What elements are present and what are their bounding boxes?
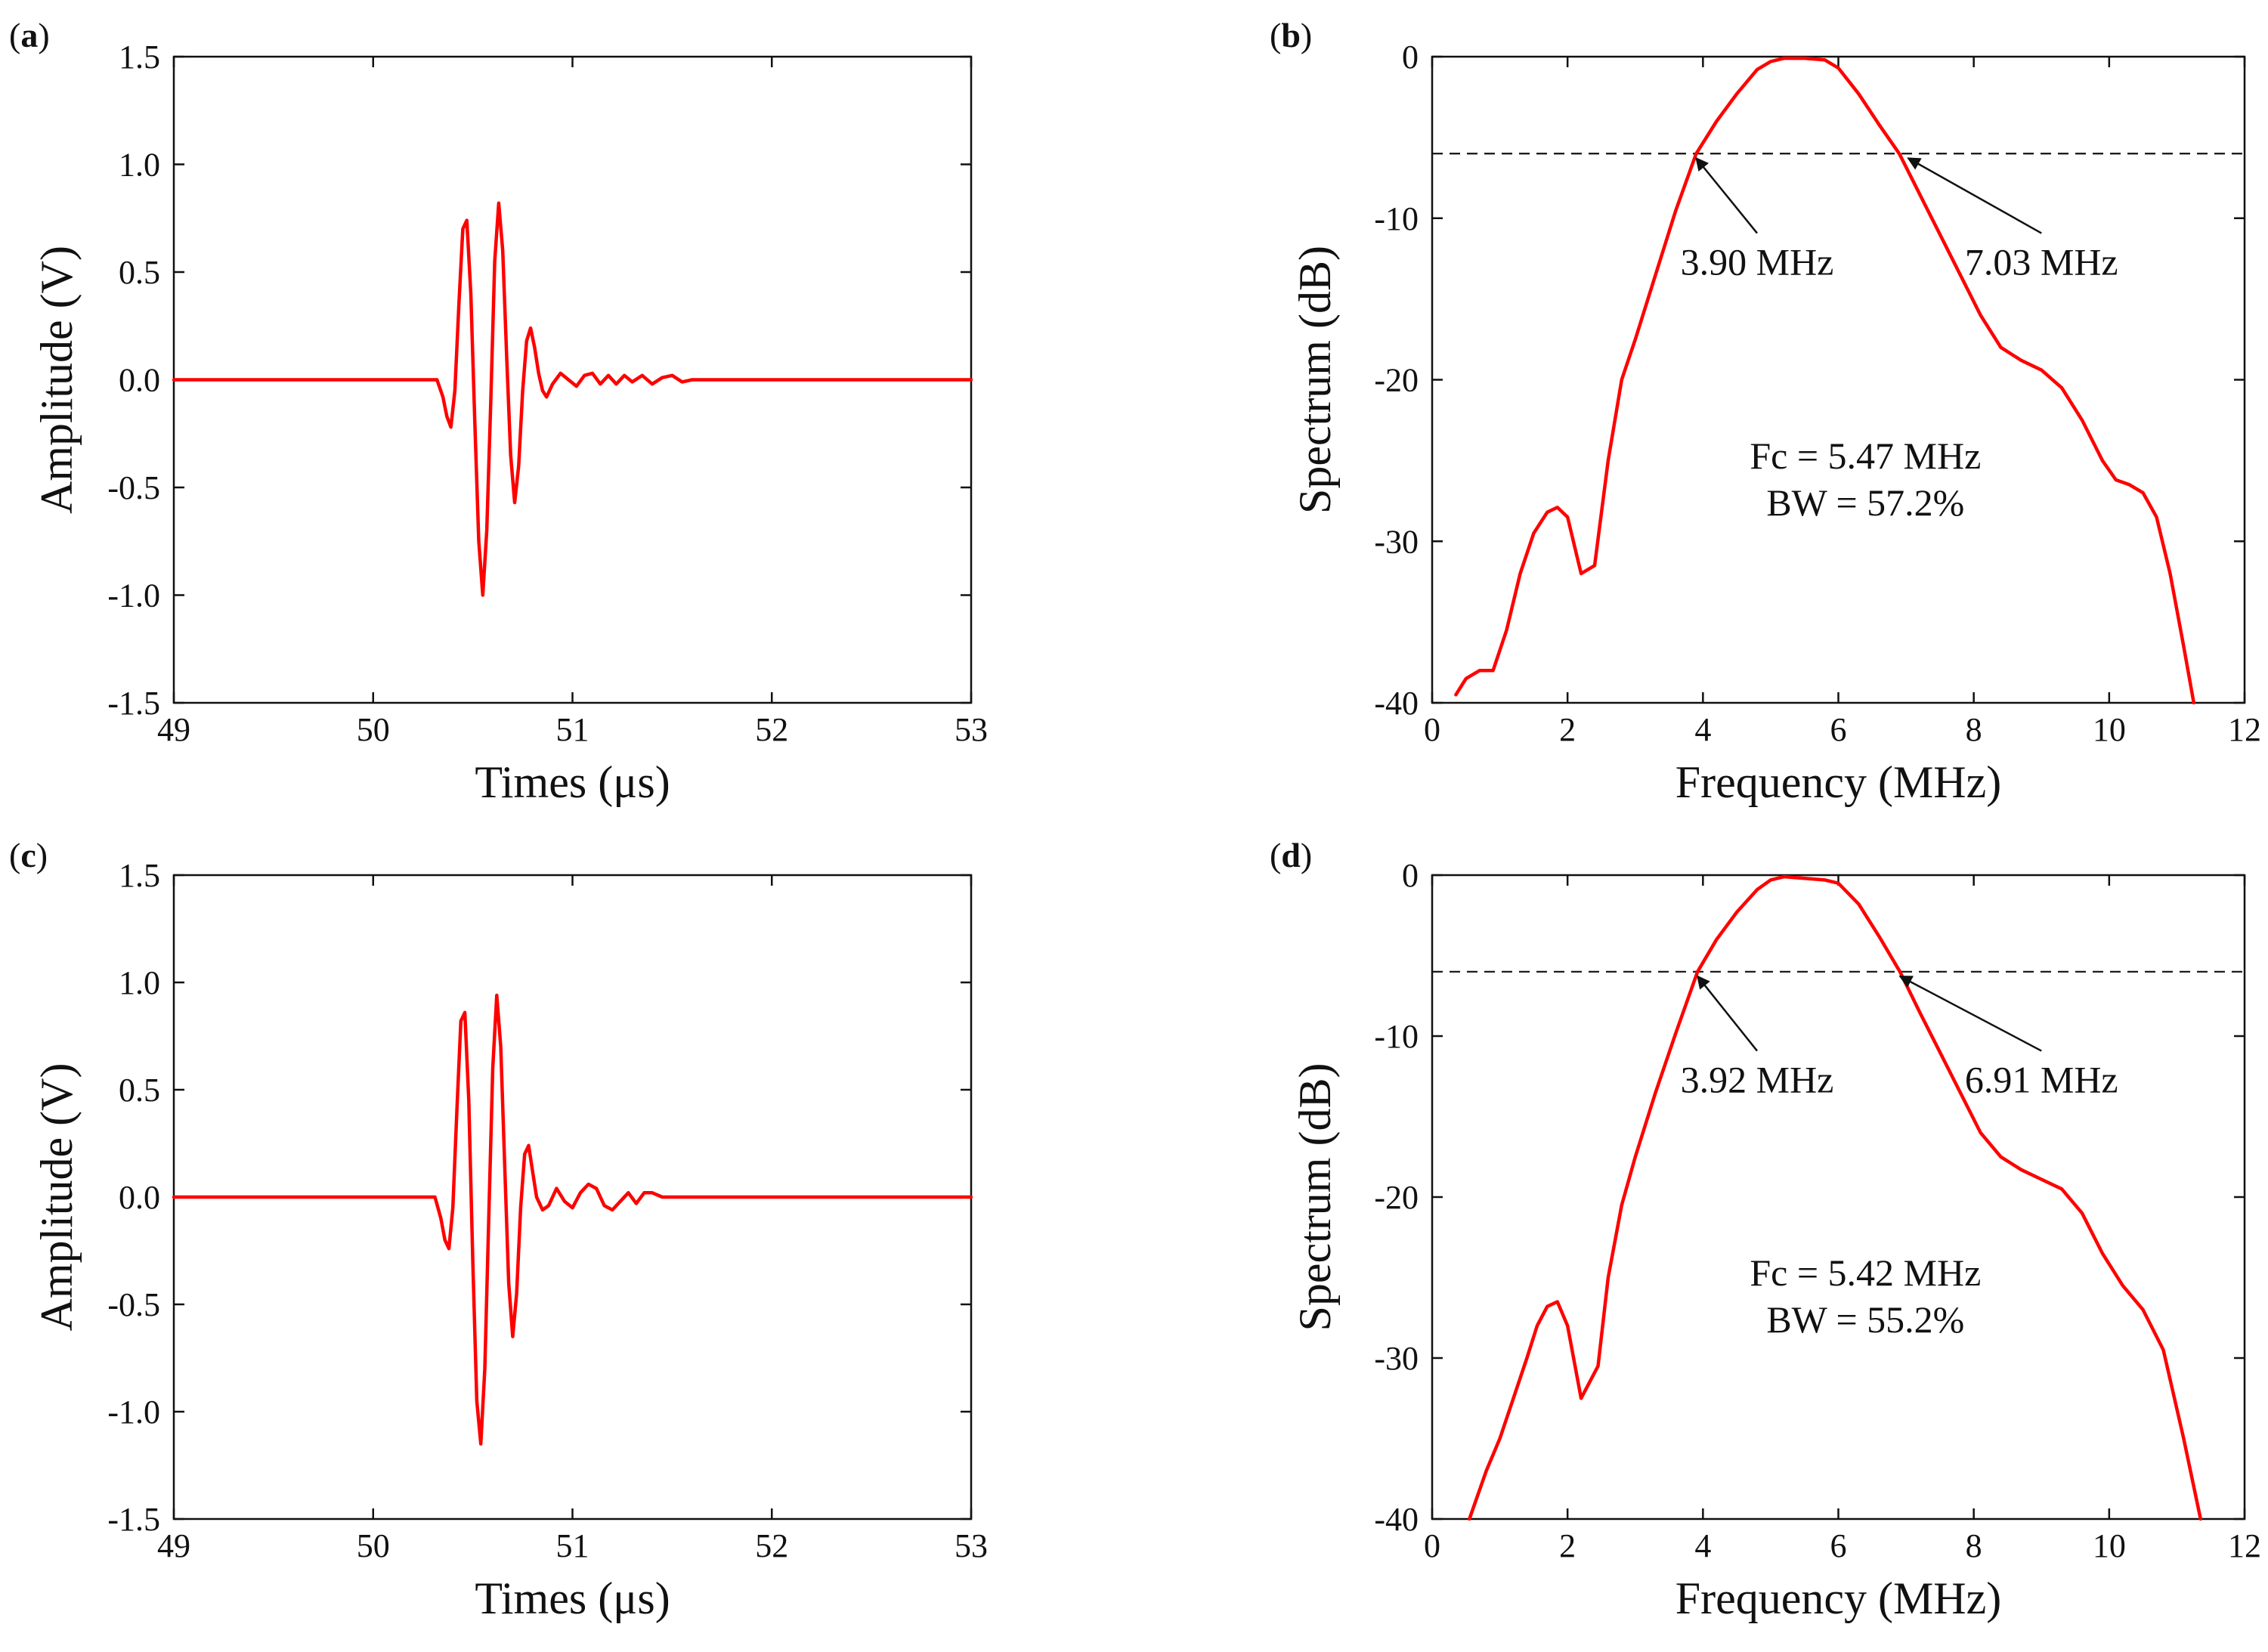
x-tick-label: 2 (1559, 711, 1576, 748)
x-tick-label: 6 (1830, 711, 1847, 748)
panel-label: (a) (9, 16, 50, 54)
panel-label: (b) (1270, 16, 1312, 54)
x-axis-label: Times (μs) (475, 1573, 670, 1623)
x-tick-label: 50 (357, 1527, 390, 1564)
annotation-label: 3.90 MHz (1681, 241, 1834, 283)
x-tick-label: 52 (755, 1527, 788, 1564)
x-axis-label: Frequency (MHz) (1675, 1573, 2002, 1623)
y-tick-label: -30 (1374, 523, 1419, 560)
x-tick-label: 4 (1694, 711, 1711, 748)
x-tick-label: 8 (1966, 711, 1982, 748)
y-axis-label: Amplitude (V) (32, 1063, 82, 1332)
x-tick-label: 2 (1559, 1527, 1576, 1564)
x-tick-label: 52 (755, 711, 788, 748)
x-tick-label: 49 (157, 1527, 190, 1564)
y-tick-label: -10 (1374, 200, 1419, 237)
y-tick-label: 0.5 (119, 254, 160, 291)
y-tick-label: -40 (1374, 1501, 1419, 1538)
y-tick-label: -0.5 (107, 1286, 160, 1323)
chart-panel-c: (c) 49 50 51 52 53 1.5 1.0 0.5 0.0 -0.5 -1.0 -1.5 Tim… (9, 836, 988, 1623)
annotation-label: 6.91 MHz (1965, 1059, 2118, 1101)
chart-panel-b: (b) 0 2 4 6 8 10 12 0 -10 -20 -30 -40 Frequency (MHz)… (1270, 16, 2261, 807)
x-tick-label: 51 (556, 711, 589, 748)
series-line (172, 201, 973, 597)
y-tick-label: -0.5 (107, 469, 160, 506)
chart-panel-d: (d) 0 2 4 6 8 10 12 0 -10 -20 -30 -40 Frequency (MHz)… (1270, 836, 2261, 1623)
y-tick-label: 0 (1402, 857, 1419, 894)
x-tick-label: 12 (2228, 1527, 2261, 1564)
center-frequency-label: Fc = 5.47 MHz (1750, 435, 1981, 477)
series-line (1468, 874, 2203, 1521)
y-tick-label: -40 (1374, 685, 1419, 722)
y-tick-label: 1.5 (119, 39, 160, 76)
annotation-label: 3.92 MHz (1681, 1059, 1834, 1101)
x-tick-label: 10 (2093, 1527, 2126, 1564)
x-tick-label: 4 (1694, 1527, 1711, 1564)
y-tick-label: 0.0 (119, 362, 160, 399)
x-tick-label: 8 (1966, 1527, 1982, 1564)
y-tick-label: 1.5 (119, 857, 160, 894)
x-tick-label: 0 (1424, 1527, 1440, 1564)
x-tick-label: 51 (556, 1527, 589, 1564)
y-tick-label: -10 (1374, 1018, 1419, 1055)
x-tick-label: 53 (955, 711, 988, 748)
y-tick-label: -20 (1374, 1179, 1419, 1216)
chart-panel-a: (a) 49 50 51 52 53 1.5 1.0 0.5 0.0 -0.5 -1.0 -1.5 Tim… (9, 16, 988, 807)
panel-label: (c) (9, 836, 48, 874)
y-axis-label: Spectrum (dB) (1290, 1063, 1340, 1332)
x-tick-label: 50 (357, 711, 390, 748)
series-line (1454, 56, 2196, 705)
annotation-arrow (1907, 157, 2042, 234)
x-tick-label: 12 (2228, 711, 2261, 748)
y-tick-label: 0 (1402, 39, 1419, 76)
series-line (172, 993, 973, 1446)
y-tick-label: -20 (1374, 362, 1419, 399)
x-tick-label: 49 (157, 711, 190, 748)
y-tick-label: 0.5 (119, 1072, 160, 1109)
x-tick-label: 0 (1424, 711, 1440, 748)
y-tick-label: 1.0 (119, 964, 160, 1001)
y-tick-label: -30 (1374, 1340, 1419, 1377)
annotation-arrow (1697, 975, 1758, 1052)
x-tick-label: 6 (1830, 1527, 1847, 1564)
y-tick-label: -1.0 (107, 577, 160, 614)
x-axis-label: Frequency (MHz) (1675, 757, 2002, 807)
panel-label: (d) (1270, 836, 1312, 874)
y-tick-label: 1.0 (119, 147, 160, 184)
y-axis-label: Spectrum (dB) (1290, 246, 1340, 514)
y-tick-label: -1.0 (107, 1394, 160, 1431)
y-tick-label: 0.0 (119, 1179, 160, 1216)
center-frequency-label: Fc = 5.42 MHz (1750, 1251, 1981, 1294)
x-tick-label: 10 (2093, 711, 2126, 748)
bandwidth-label: BW = 55.2% (1766, 1298, 1964, 1341)
annotation-label: 7.03 MHz (1965, 241, 2118, 283)
x-axis-label: Times (μs) (475, 757, 670, 807)
y-tick-label: -1.5 (107, 1501, 160, 1538)
annotation-arrow (1695, 156, 1758, 234)
annotation-arrow (1898, 975, 2042, 1052)
x-tick-label: 53 (955, 1527, 988, 1564)
bandwidth-label: BW = 57.2% (1766, 481, 1964, 524)
y-axis-label: Amplitude (V) (32, 246, 82, 514)
y-tick-label: -1.5 (107, 685, 160, 722)
